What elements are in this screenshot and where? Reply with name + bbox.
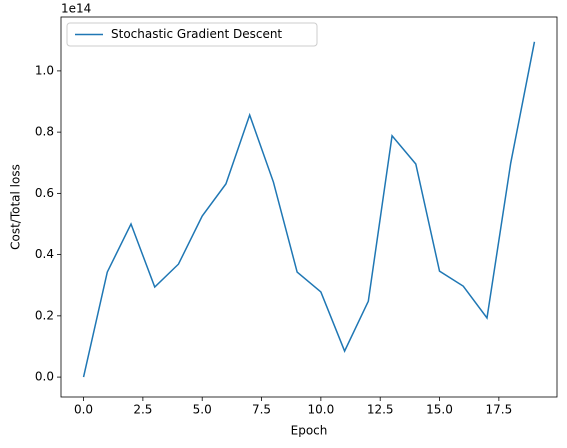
y-tick-label: 0.2 [35, 308, 54, 322]
x-tick-label: 2.5 [133, 403, 152, 417]
x-tick-label: 15.0 [426, 403, 453, 417]
plot-frame [60, 16, 558, 398]
y-tick-label: 1.0 [35, 63, 54, 77]
x-tick-label: 10.0 [308, 403, 335, 417]
line-series [82, 41, 536, 378]
x-tick-label: 7.5 [252, 403, 271, 417]
x-tick-label: 12.5 [367, 403, 394, 417]
y-tick-label: 0.4 [35, 247, 54, 261]
x-tick-label: 17.5 [485, 403, 512, 417]
y-axis-title: Cost/Total loss [9, 164, 23, 250]
y-tick-label: 0.6 [35, 186, 54, 200]
legend-box [66, 22, 318, 47]
x-tick-label: 0.0 [74, 403, 93, 417]
y-tick-label: 0.0 [35, 370, 54, 384]
y-tick-label: 0.8 [35, 125, 54, 139]
x-tick-label: 5.0 [193, 403, 212, 417]
x-axis-title: Epoch [291, 424, 328, 438]
legend-label: Stochastic Gradient Descent [111, 27, 282, 41]
axis-offset: 1e14 [61, 2, 91, 16]
